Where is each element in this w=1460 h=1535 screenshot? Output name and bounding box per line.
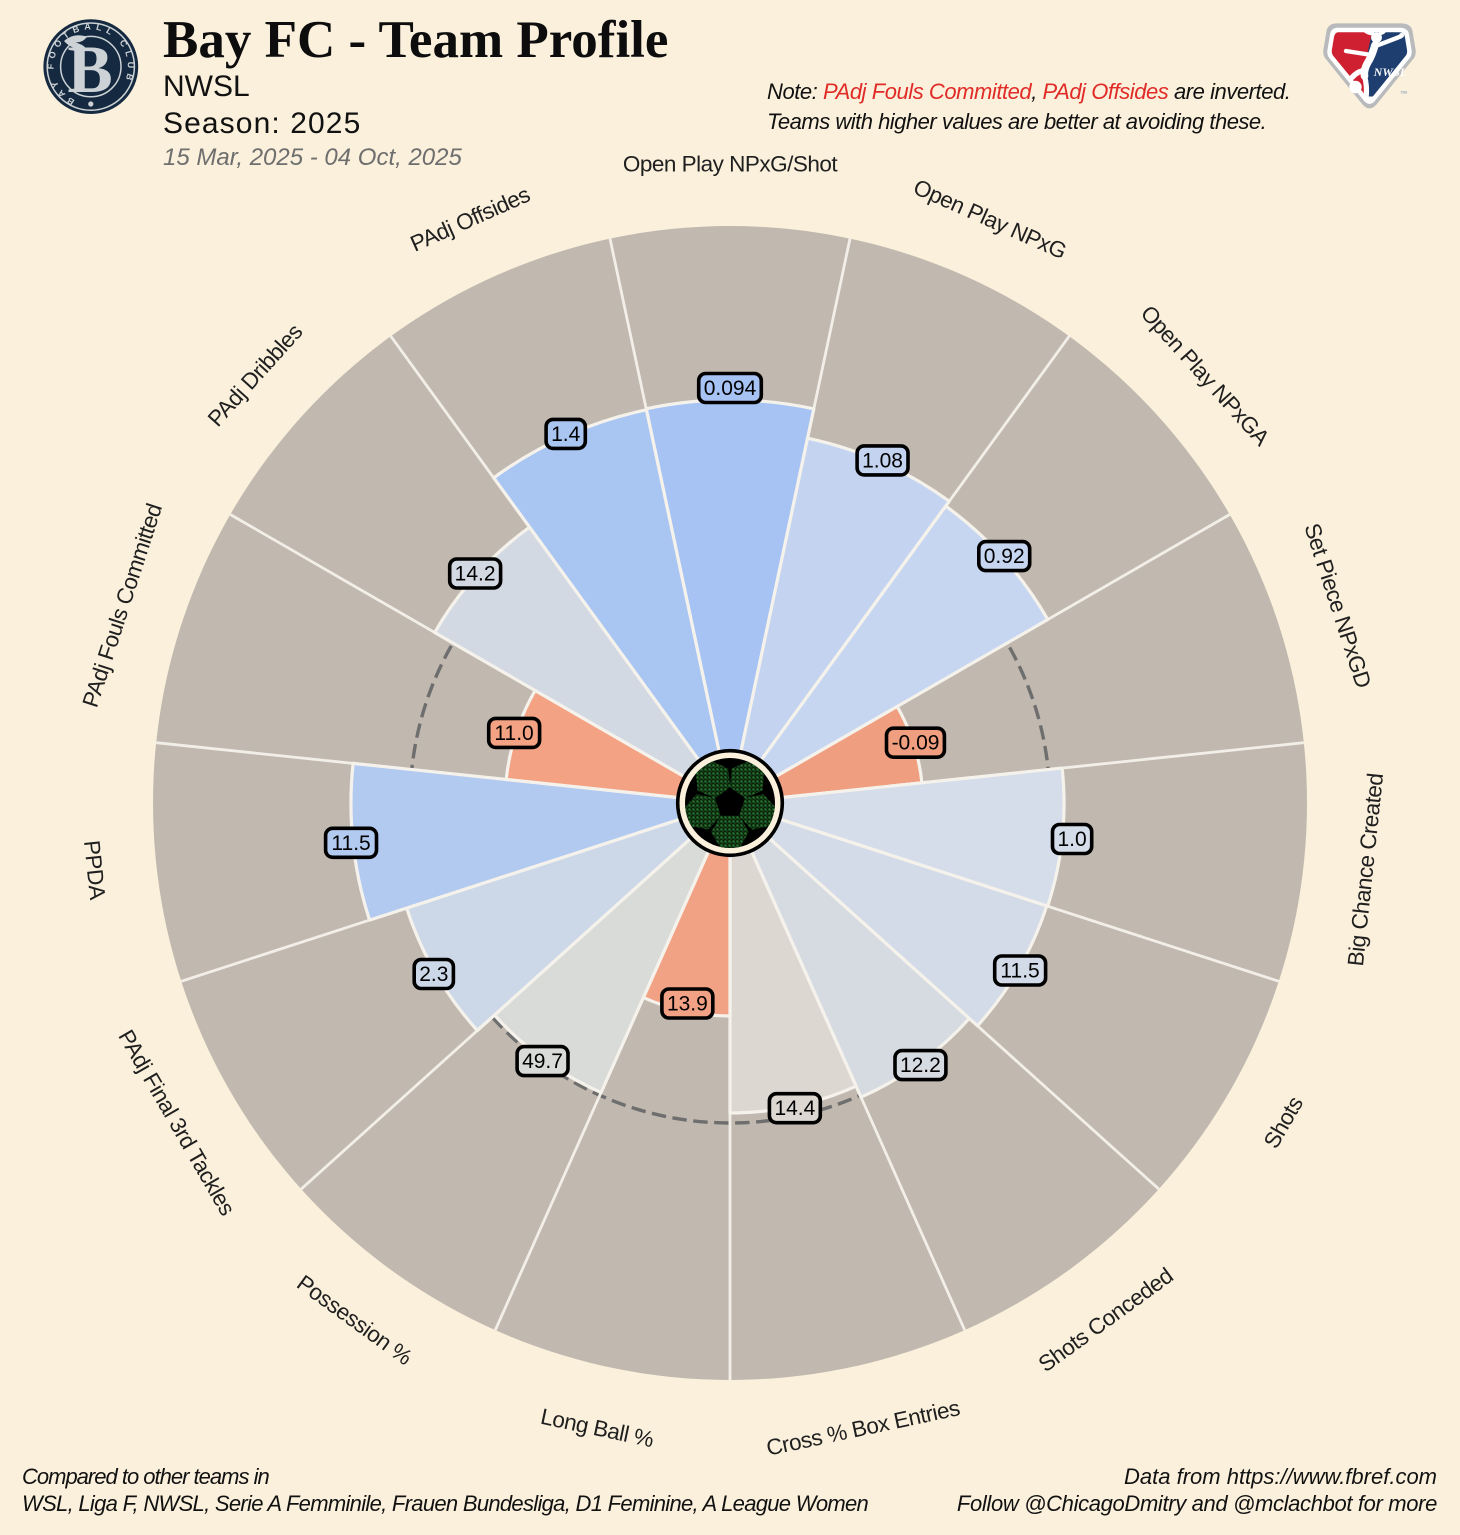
- svg-text:Bay FC - Team Profile: Bay FC - Team Profile: [163, 11, 668, 69]
- svg-text:™: ™: [1400, 89, 1408, 98]
- svg-text:1.08: 1.08: [862, 449, 903, 472]
- svg-text:14.4: 14.4: [774, 1097, 815, 1120]
- svg-text:Note: PAdj Fouls Committed, PA: Note: PAdj Fouls Committed, PAdj Offside…: [767, 79, 1290, 104]
- svg-text:NWSL: NWSL: [1373, 65, 1408, 79]
- svg-text:PPDA: PPDA: [79, 839, 110, 901]
- svg-text:11.5: 11.5: [331, 832, 370, 855]
- svg-text:Season: 2025: Season: 2025: [163, 107, 361, 140]
- svg-text:11.5: 11.5: [1000, 960, 1039, 983]
- svg-text:-0.09: -0.09: [892, 732, 940, 755]
- svg-text:1.4: 1.4: [551, 423, 581, 446]
- svg-text:0.094: 0.094: [704, 377, 757, 400]
- svg-text:Follow @ChicagoDmitry and @mcl: Follow @ChicagoDmitry and @mclachbot for…: [957, 1491, 1437, 1516]
- svg-text:12.2: 12.2: [900, 1054, 941, 1077]
- svg-text:1.0: 1.0: [1057, 828, 1086, 851]
- svg-text:0.92: 0.92: [984, 545, 1025, 568]
- svg-text:Open Play NPxG/Shot: Open Play NPxG/Shot: [623, 152, 839, 177]
- svg-text:14.2: 14.2: [455, 563, 496, 586]
- svg-text:11.0: 11.0: [494, 722, 533, 745]
- svg-text:Data from https://www.fbref.co: Data from https://www.fbref.com: [1124, 1464, 1437, 1489]
- svg-text:15 Mar, 2025 - 04 Oct, 2025: 15 Mar, 2025 - 04 Oct, 2025: [163, 144, 463, 171]
- svg-text:WSL, Liga F, NWSL, Serie A Fem: WSL, Liga F, NWSL, Serie A Femminile, Fr…: [22, 1491, 869, 1516]
- svg-text:Compared to other teams in: Compared to other teams in: [22, 1464, 269, 1489]
- svg-text:13.9: 13.9: [667, 993, 708, 1016]
- svg-text:49.7: 49.7: [522, 1050, 563, 1073]
- svg-text:2.3: 2.3: [419, 963, 448, 986]
- svg-text:Teams with higher values are b: Teams with higher values are better at a…: [767, 109, 1266, 134]
- svg-text:NWSL: NWSL: [163, 70, 250, 103]
